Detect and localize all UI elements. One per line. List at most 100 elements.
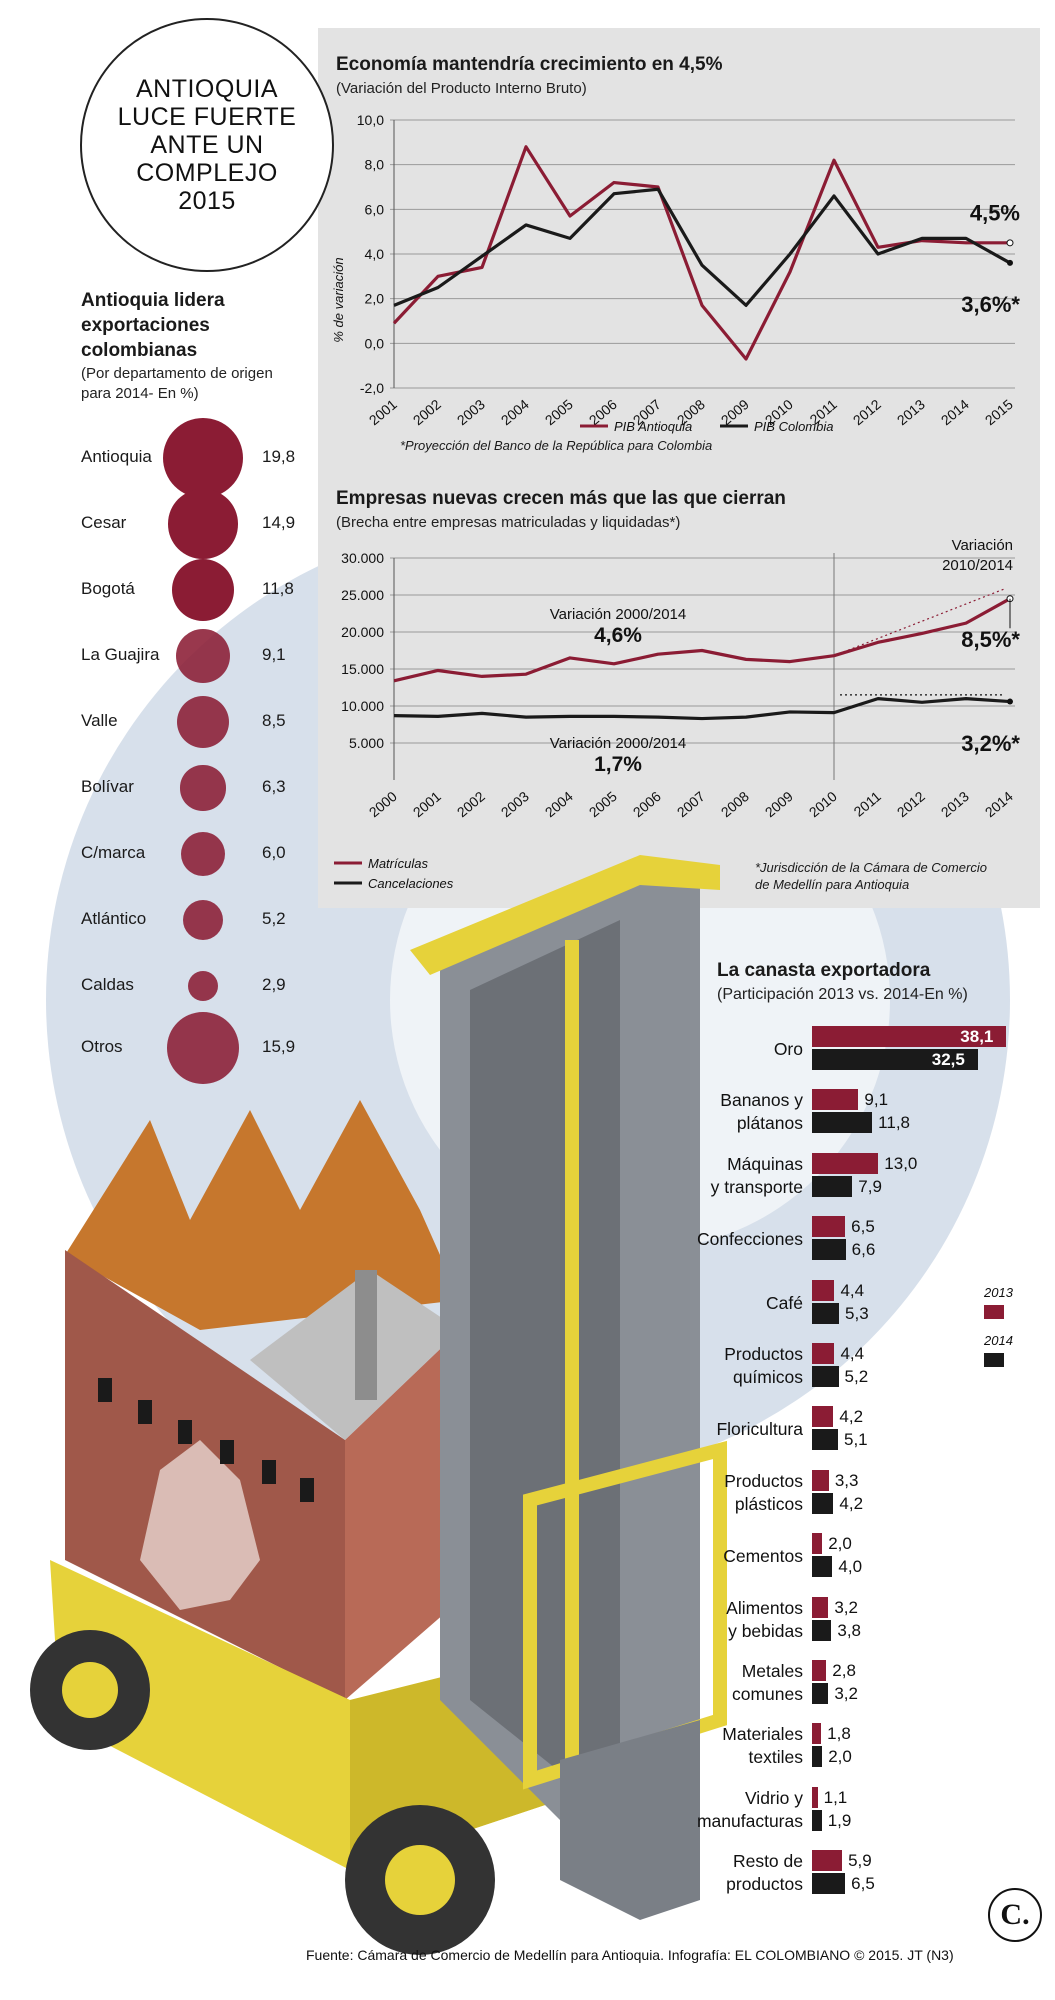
basket-value-2013: 38,1 — [960, 1027, 994, 1046]
basket-value-2013: 4,4 — [840, 1280, 865, 1300]
basket-value-2013: 1,8 — [827, 1724, 851, 1744]
companies-y-tick-label: 10.000 — [341, 698, 384, 714]
basket-category-label: Oro — [773, 1039, 803, 1059]
basket-legend-2014-label: 2014 — [984, 1333, 1013, 1348]
basket-legend-2014-swatch — [984, 1353, 1004, 1367]
companies-recent-value-cancelaciones: 3,2%* — [961, 731, 1020, 756]
basket-value-2013: 1,1 — [823, 1787, 848, 1807]
companies-growth-arrow-matriculas — [833, 588, 1005, 657]
basket-value-2014: 5,2 — [844, 1367, 869, 1386]
basket-bar-2013 — [812, 1469, 829, 1491]
basket-value-2014: 3,8 — [837, 1620, 862, 1640]
department-value: 9,1 — [262, 645, 286, 664]
gdp-annotation-antioquia: 4,5% — [970, 201, 1020, 226]
basket-category-label: Cementos — [723, 1546, 803, 1567]
chart2-footnote-2: de Medellín para Antioquia — [755, 877, 910, 892]
basket-bar-2013 — [812, 1850, 843, 1872]
companies-y-tick-label: 25.000 — [341, 587, 384, 603]
antioquia-map-silhouette — [140, 1440, 260, 1610]
companies-variation-value-cancelaciones: 1,7% — [594, 753, 642, 776]
companies-series-line-matriculas — [393, 597, 1011, 683]
charts-panel — [318, 28, 1040, 908]
basket-subtitle: (Participación 2013 vs. 2014-En %) — [717, 986, 968, 1003]
basket-value-2014: 5,1 — [844, 1430, 868, 1450]
companies-y-tick-label: 30.000 — [341, 550, 384, 566]
basket-bar-2014 — [812, 1366, 839, 1387]
department-name: Otros — [81, 1037, 123, 1056]
gdp-y-tick-label: 4,0 — [365, 246, 385, 262]
basket-bar-2013 — [812, 1406, 834, 1428]
forklift-top-bar — [410, 855, 720, 975]
gdp-line-chart: 10,08,06,04,02,00,0-2,0% de variación200… — [331, 112, 1020, 434]
basket-category-label: Productos químicos — [724, 1344, 803, 1387]
department-value: 8,5 — [262, 711, 286, 730]
el-colombiano-logo: C. — [988, 1888, 1042, 1942]
basket-category-label: Productos plásticos — [724, 1470, 803, 1514]
gdp-legend-label-antioquia: PIB Antioquia — [614, 419, 692, 434]
basket-category-label: Alimentos y bebidas — [726, 1597, 803, 1641]
chart1-footnote: *Proyección del Banco de la República pa… — [400, 438, 713, 453]
department-name: La Guajira — [81, 645, 160, 664]
basket-bar-2014 — [812, 1619, 832, 1641]
chart1-title: Economía mantendría crecimiento en 4,5% — [336, 54, 723, 75]
gdp-y-axis-label: % de variación — [331, 257, 346, 342]
department-value: 19,8 — [262, 447, 296, 466]
basket-bar-2013 — [812, 1533, 823, 1555]
basket-bar-2013 — [812, 1279, 835, 1301]
export-bubble — [182, 899, 224, 941]
export-bubble — [180, 831, 225, 876]
basket-category-label: Materiales textiles — [722, 1724, 803, 1768]
chart2-title: Empresas nuevas crecen más que las que c… — [336, 488, 786, 509]
chart2-subtitle: (Brecha entre empresas matriculadas y li… — [336, 514, 681, 531]
gdp-endpoint-antioquia — [1006, 239, 1014, 247]
basket-bar-2013 — [812, 1026, 1007, 1047]
basket-legend-2013-label: 2013 — [984, 1285, 1013, 1300]
forklift-fork — [560, 1720, 700, 1920]
basket-value-2013: 3,3 — [834, 1470, 859, 1490]
gdp-legend-label-colombia: PIB Colombia — [754, 419, 833, 434]
department-name: Bogotá — [81, 579, 135, 598]
basket-value-2014: 5,3 — [845, 1303, 869, 1323]
source-credit: Fuente: Cámara de Comercio de Medellín p… — [306, 1947, 954, 1963]
basket-value-2014: 4,2 — [839, 1493, 864, 1513]
basket-value-2013: 2,0 — [828, 1534, 852, 1554]
companies-series-line-cancelaciones — [393, 697, 1011, 721]
department-value: 6,3 — [262, 777, 286, 796]
basket-bar-2014 — [812, 1746, 823, 1768]
companies-legend-label-matriculas: Matrículas — [368, 856, 428, 871]
chart2-footnote-1: *Jurisdicción de la Cámara de Comercio — [755, 860, 987, 875]
basket-bar-2013 — [812, 1152, 879, 1174]
basket-value-2014: 7,9 — [858, 1176, 882, 1196]
export-bubble — [180, 765, 226, 811]
basket-value-2013: 6,5 — [851, 1217, 875, 1237]
basket-bar-2013 — [812, 1343, 835, 1364]
basket-value-2013: 4,2 — [839, 1407, 864, 1427]
basket-bar-2014 — [812, 1492, 834, 1514]
basket-category-label: Confecciones — [696, 1229, 803, 1250]
factory-windows — [98, 1378, 314, 1502]
department-name: Valle — [81, 711, 118, 730]
basket-bar-2014 — [812, 1112, 873, 1134]
basket-category-label: Bananos y plátanos — [720, 1090, 803, 1134]
export-bubble — [175, 628, 231, 684]
basket-bar-2014 — [812, 1556, 833, 1578]
basket-value-2014: 11,8 — [878, 1113, 910, 1133]
export-bubble — [187, 970, 219, 1002]
department-value: 5,2 — [262, 909, 286, 928]
basket-bar-2014 — [812, 1683, 829, 1704]
basket-bar-2013 — [812, 1660, 827, 1681]
basket-bar-2014 — [812, 1239, 846, 1261]
basket-bar-2014 — [812, 1809, 822, 1831]
gdp-y-tick-label: 6,0 — [365, 201, 385, 217]
basket-category-label: Máquinas y transporte — [710, 1153, 803, 1197]
basket-bar-2013 — [812, 1089, 859, 1111]
basket-category-label: Café — [766, 1292, 803, 1313]
basket-value-2014: 4,0 — [838, 1557, 863, 1577]
basket-value-2013: 5,9 — [848, 1851, 872, 1871]
export-bubble — [168, 489, 238, 559]
basket-value-2014: 2,0 — [828, 1747, 852, 1767]
department-name: Antioquia — [81, 447, 152, 466]
gdp-y-tick-label: 0,0 — [365, 335, 385, 351]
companies-y-tick-label: 5.000 — [349, 735, 384, 751]
